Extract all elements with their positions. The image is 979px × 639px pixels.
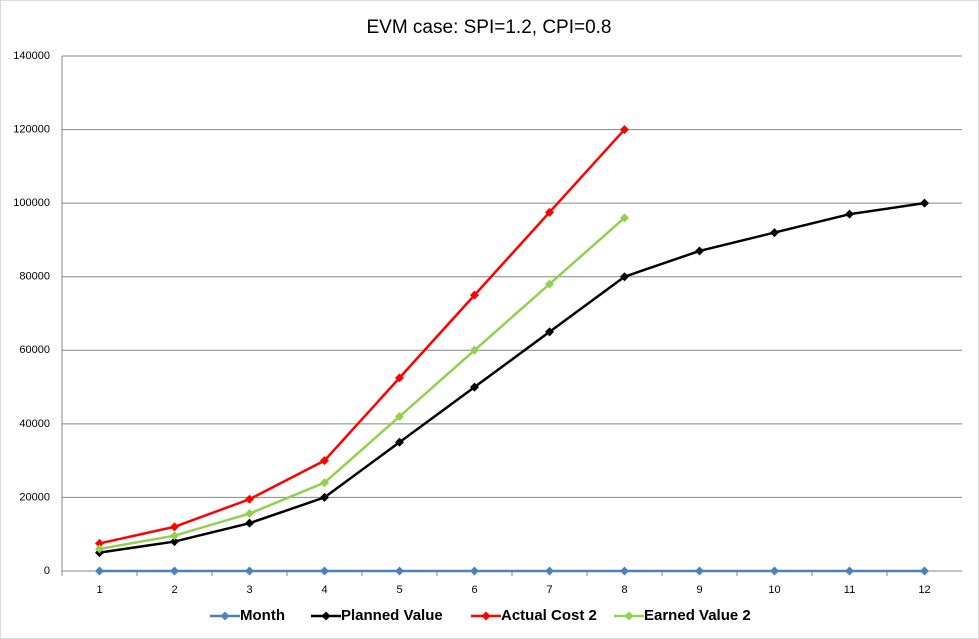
marker: [245, 494, 254, 504]
marker: [170, 522, 179, 532]
legend-marker: [481, 611, 491, 621]
y-tick-label: 140000: [13, 50, 50, 62]
marker: [920, 198, 929, 208]
marker: [470, 566, 479, 576]
marker: [620, 213, 629, 223]
marker: [470, 290, 479, 300]
marker: [320, 456, 329, 466]
x-tick-label: 10: [768, 584, 780, 596]
marker: [320, 492, 329, 502]
x-tick-label: 4: [321, 584, 327, 596]
y-tick-label: 80000: [19, 271, 50, 283]
legend-label: Planned Value: [341, 607, 443, 624]
marker: [770, 228, 779, 238]
marker: [770, 566, 779, 576]
series-line: [99, 216, 626, 551]
marker: [95, 538, 104, 548]
legend-marker: [624, 611, 634, 621]
marker: [545, 279, 554, 289]
x-tick-label: 9: [696, 584, 702, 596]
x-tick-label: 8: [621, 584, 627, 596]
marker: [545, 327, 554, 337]
y-tick-label: 20000: [19, 491, 50, 503]
marker: [395, 566, 404, 576]
chart-title: EVM case: SPI=1.2, CPI=0.8: [366, 17, 611, 38]
x-tick-label: 5: [396, 584, 402, 596]
marker: [920, 566, 929, 576]
legend-marker: [321, 611, 331, 621]
series-line: [99, 201, 925, 554]
marker: [245, 566, 254, 576]
marker: [95, 544, 104, 554]
marker: [845, 566, 854, 576]
marker: [320, 478, 329, 488]
marker: [320, 566, 329, 576]
marker: [245, 509, 254, 519]
y-tick-label: 60000: [19, 344, 50, 356]
y-tick-label: 40000: [19, 418, 50, 430]
x-tick-label: 6: [471, 584, 477, 596]
marker: [620, 566, 629, 576]
y-tick-label: 120000: [13, 123, 50, 135]
marker: [395, 437, 404, 447]
y-tick-label: 0: [44, 565, 50, 577]
marker: [695, 566, 704, 576]
marker: [470, 382, 479, 392]
marker: [620, 272, 629, 282]
x-tick-label: 3: [246, 584, 252, 596]
marker: [170, 537, 179, 547]
marker: [170, 531, 179, 541]
y-tick-label: 100000: [13, 197, 50, 209]
marker: [845, 209, 854, 219]
x-tick-label: 2: [171, 584, 177, 596]
x-tick-label: 11: [844, 584, 855, 596]
x-tick-label: 7: [546, 584, 552, 596]
series-line: [99, 128, 626, 545]
marker: [695, 246, 704, 256]
x-tick-label: 1: [96, 584, 102, 596]
marker: [395, 373, 404, 383]
legend-label: Actual Cost 2: [501, 607, 597, 624]
marker: [545, 207, 554, 217]
marker: [545, 566, 554, 576]
marker: [170, 566, 179, 576]
marker: [395, 412, 404, 421]
marker: [245, 518, 254, 528]
x-tick-label: 12: [918, 584, 930, 596]
marker: [470, 345, 479, 355]
legend-label: Earned Value 2: [644, 607, 751, 624]
legend-marker: [220, 611, 230, 621]
marker: [95, 566, 104, 576]
legend-label: Month: [240, 607, 285, 624]
marker: [620, 125, 629, 135]
